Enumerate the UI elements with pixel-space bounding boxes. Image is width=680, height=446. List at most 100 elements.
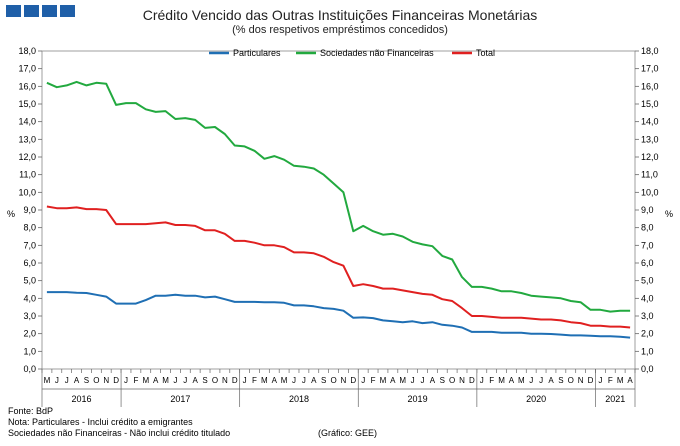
y-axis-label-right: % (665, 209, 673, 219)
x-tick-label: N (103, 376, 109, 385)
year-label: 2017 (170, 394, 190, 404)
y-tick-label-left: 15,0 (18, 99, 36, 109)
y-tick-label-right: 7,0 (641, 240, 654, 250)
year-label: 2019 (408, 394, 428, 404)
chart-notes: Fonte: BdP Nota: Particulares - Inclui c… (8, 406, 230, 439)
x-tick-label: J (529, 376, 533, 385)
x-tick-label: D (232, 376, 238, 385)
x-tick-label: J (124, 376, 128, 385)
x-tick-label: J (411, 376, 415, 385)
y-tick-label-left: 13,0 (18, 134, 36, 144)
y-tick-label-left: 10,0 (18, 187, 36, 197)
x-tick-label: J (598, 376, 602, 385)
x-tick-label: A (627, 376, 633, 385)
logo-block (60, 5, 75, 17)
x-tick-label: F (489, 376, 494, 385)
y-tick-label-left: 5,0 (23, 276, 36, 286)
x-tick-label: O (93, 376, 99, 385)
x-tick-label: J (292, 376, 296, 385)
x-tick-label: J (55, 376, 59, 385)
y-tick-label-left: 12,0 (18, 152, 36, 162)
y-tick-label-right: 15,0 (641, 99, 659, 109)
logo-block (6, 5, 21, 17)
y-tick-label-left: 2,0 (23, 329, 36, 339)
y-tick-label-left: 4,0 (23, 293, 36, 303)
y-tick-label-left: 0,0 (23, 364, 36, 374)
source-note: Fonte: BdP (8, 406, 54, 416)
series-line-particulares (46, 291, 631, 339)
y-tick-label-right: 10,0 (641, 187, 659, 197)
x-tick-label: J (361, 376, 365, 385)
x-tick-label: J (243, 376, 247, 385)
y-tick-label-right: 5,0 (641, 276, 654, 286)
y-tick-label-right: 4,0 (641, 293, 654, 303)
note-particulares: Nota: Particulares - Inclui crédito a em… (8, 417, 193, 427)
year-label: 2020 (526, 394, 546, 404)
x-tick-label: J (65, 376, 69, 385)
year-label: 2021 (605, 394, 625, 404)
y-tick-label-left: 18,0 (18, 46, 36, 56)
x-tick-label: A (548, 376, 554, 385)
x-tick-label: A (311, 376, 317, 385)
y-tick-label-right: 9,0 (641, 205, 654, 215)
x-tick-label: M (44, 376, 51, 385)
chart-credit: (Gráfico: GEE) (318, 428, 378, 438)
y-tick-label-right: 0,0 (641, 364, 654, 374)
x-tick-label: O (568, 376, 574, 385)
y-tick-label-left: 17,0 (18, 64, 36, 74)
x-tick-label: A (272, 376, 278, 385)
x-tick-label: M (142, 376, 149, 385)
x-tick-label: N (341, 376, 347, 385)
logo (6, 5, 75, 17)
x-tick-label: F (252, 376, 257, 385)
x-tick-label: D (350, 376, 356, 385)
x-tick-label: S (321, 376, 326, 385)
x-tick-label: F (133, 376, 138, 385)
x-tick-label: F (371, 376, 376, 385)
x-tick-label: A (509, 376, 515, 385)
y-tick-label-right: 3,0 (641, 311, 654, 321)
x-tick-label: M (399, 376, 406, 385)
y-tick-label-right: 14,0 (641, 117, 659, 127)
x-tick-label: J (480, 376, 484, 385)
logo-block (42, 5, 57, 17)
x-tick-label: O (449, 376, 455, 385)
x-tick-label: A (153, 376, 159, 385)
y-tick-label-left: 3,0 (23, 311, 36, 321)
y-axis-label-left: % (7, 209, 15, 219)
x-tick-label: J (421, 376, 425, 385)
year-label: 2016 (72, 394, 92, 404)
y-tick-label-left: 7,0 (23, 240, 36, 250)
y-tick-label-right: 8,0 (641, 223, 654, 233)
x-tick-label: S (84, 376, 89, 385)
y-tick-label-left: 1,0 (23, 346, 36, 356)
y-tick-label-left: 16,0 (18, 81, 36, 91)
x-tick-label: D (469, 376, 475, 385)
x-tick-label: D (113, 376, 119, 385)
series-line-total (46, 205, 631, 329)
y-tick-label-right: 1,0 (641, 346, 654, 356)
x-tick-label: J (302, 376, 306, 385)
plot-frame (41, 50, 636, 370)
x-tick-label: M (281, 376, 288, 385)
logo-block (24, 5, 39, 17)
y-tick-label-left: 6,0 (23, 258, 36, 268)
x-tick-label: A (430, 376, 436, 385)
y-tick-label-left: 11,0 (19, 170, 36, 180)
legend-label: Particulares (233, 48, 281, 58)
x-tick-label: F (608, 376, 613, 385)
x-tick-label: S (202, 376, 207, 385)
x-tick-label: S (440, 376, 445, 385)
y-tick-label-right: 11,0 (641, 170, 658, 180)
y-tick-label-right: 13,0 (641, 134, 659, 144)
x-tick-label: A (74, 376, 80, 385)
y-tick-label-left: 8,0 (23, 223, 36, 233)
x-tick-label: A (193, 376, 199, 385)
chart-title: Crédito Vencido das Outras Instituições … (142, 7, 538, 23)
x-tick-label: N (578, 376, 584, 385)
x-tick-label: S (558, 376, 563, 385)
x-tick-label: M (380, 376, 387, 385)
x-tick-label: O (330, 376, 336, 385)
y-tick-label-left: 9,0 (23, 205, 36, 215)
